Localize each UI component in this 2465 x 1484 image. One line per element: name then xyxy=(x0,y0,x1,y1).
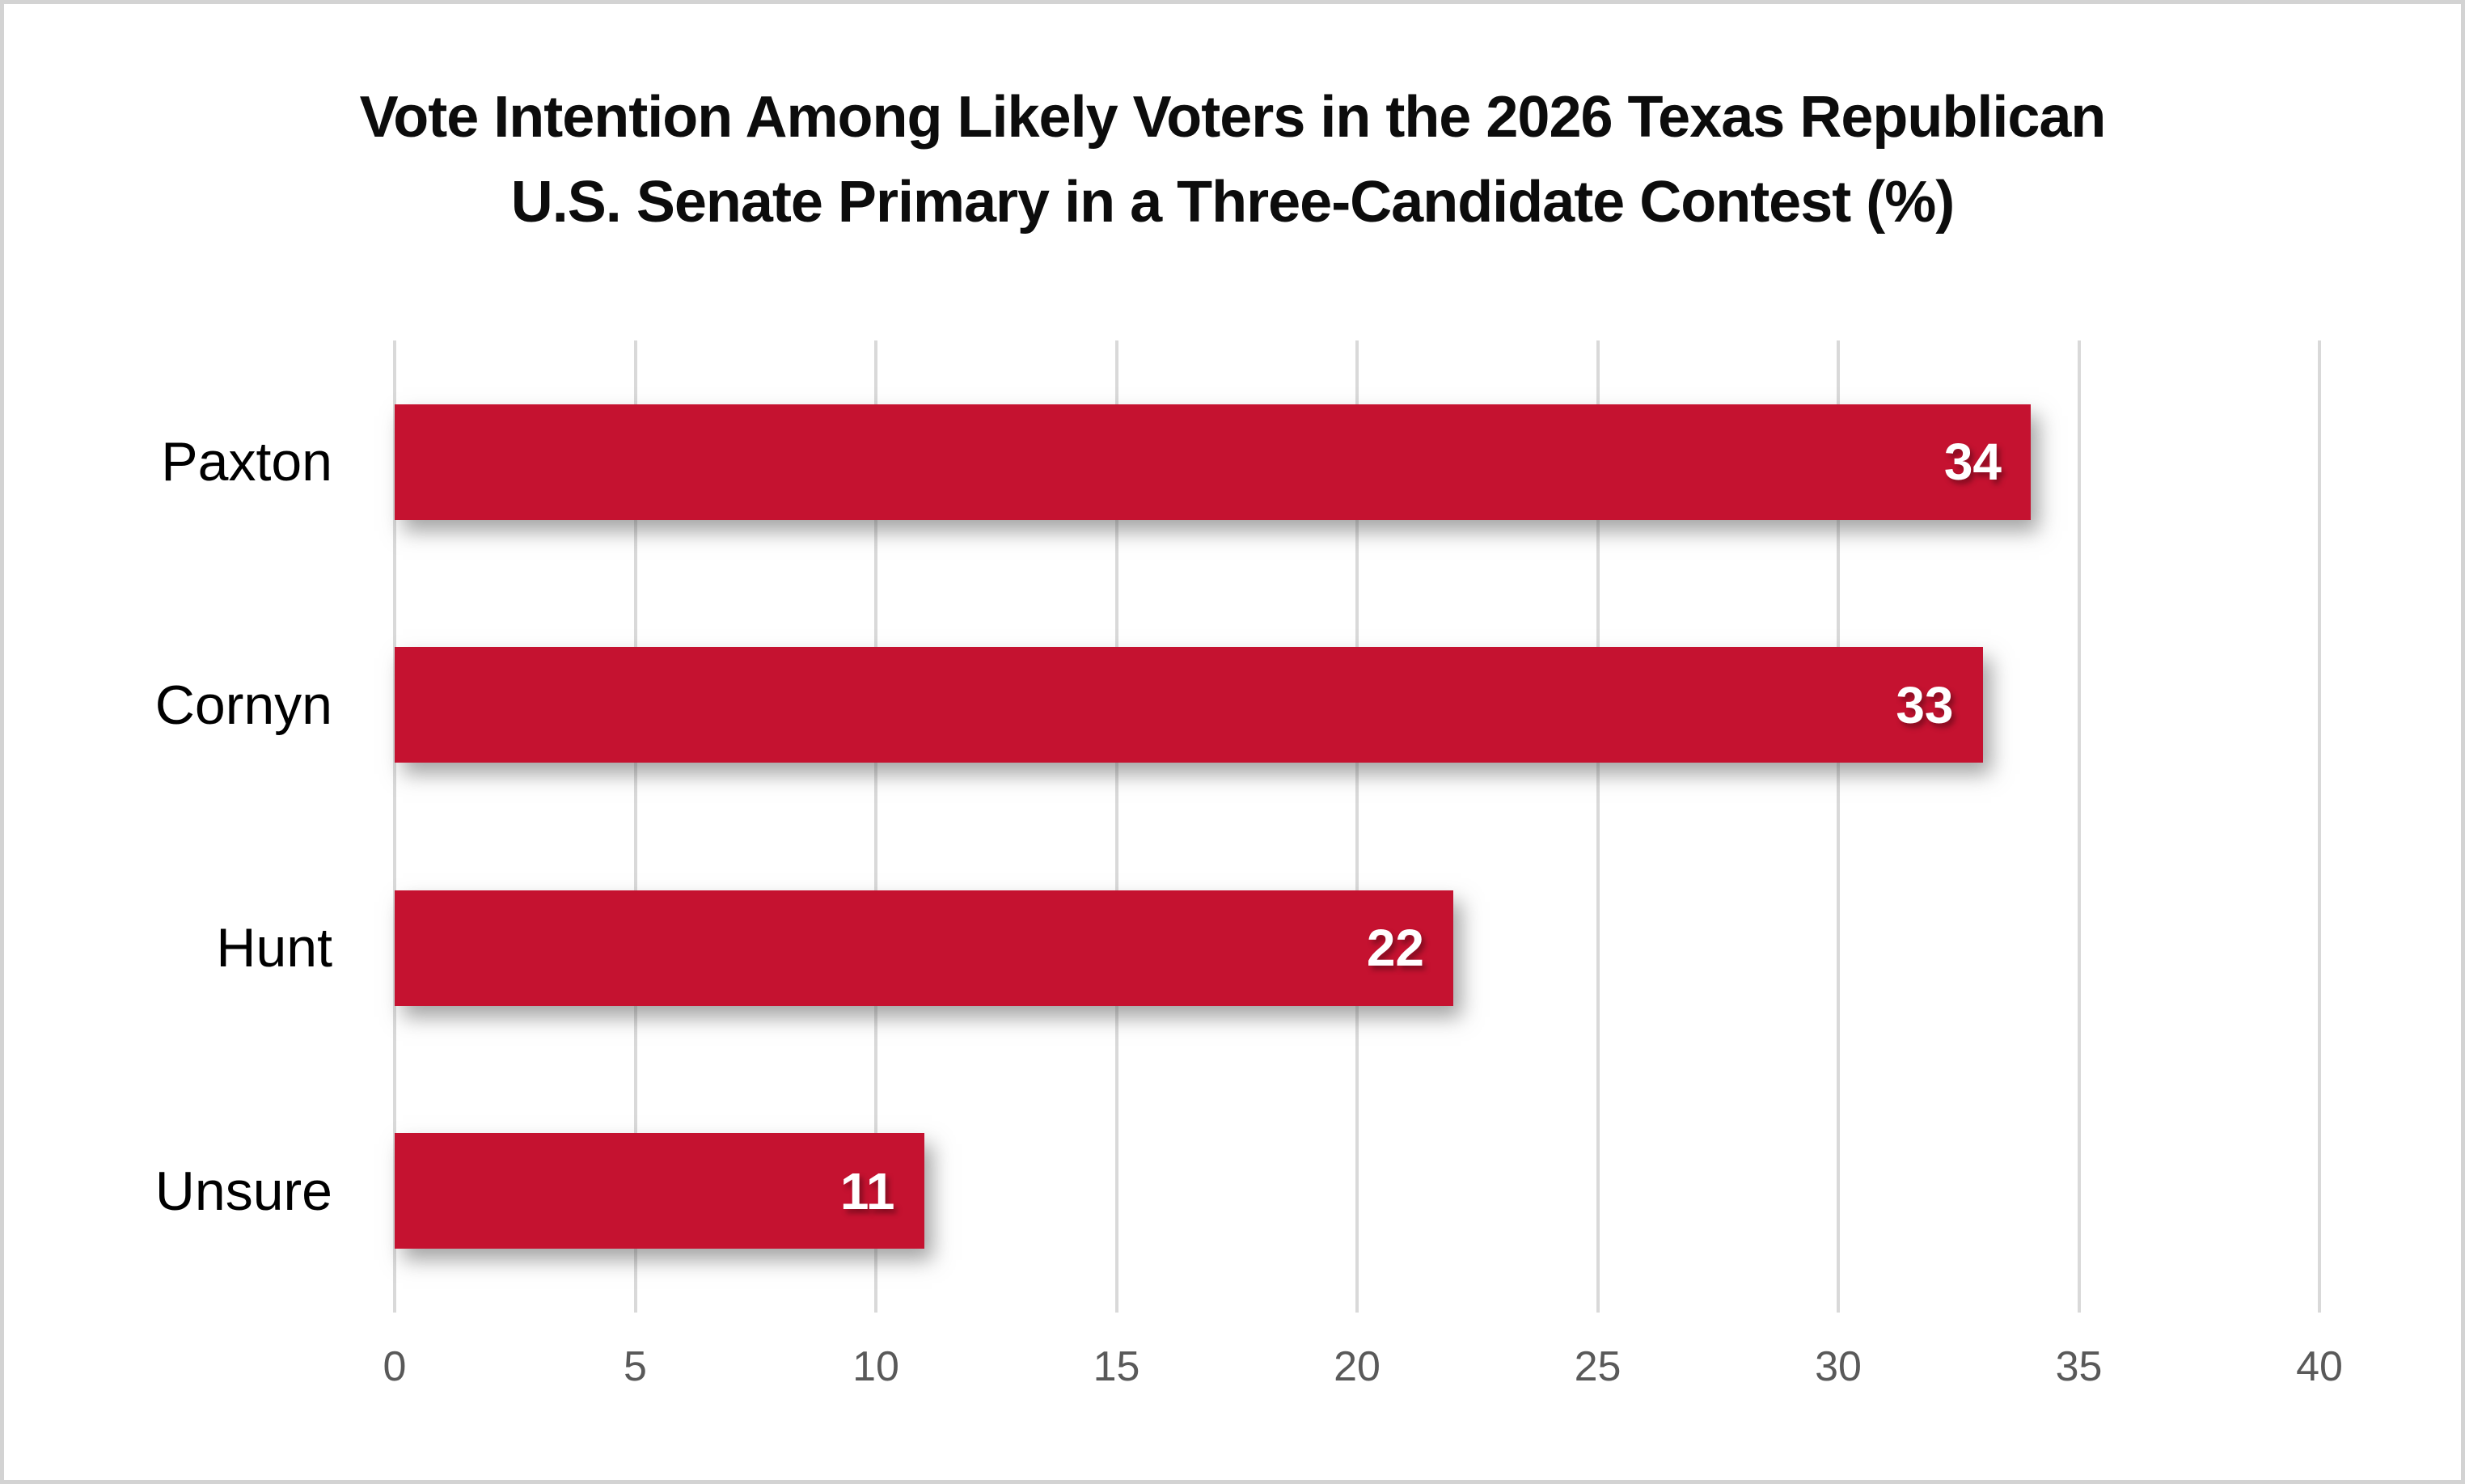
gridline-30 xyxy=(1837,340,1840,1313)
gridline-20 xyxy=(1355,340,1359,1313)
bar-rows: 34 33 22 11 xyxy=(395,340,2319,1313)
bar-value-label-unsure: 11 xyxy=(839,1161,895,1220)
bar-cornyn: 33 xyxy=(395,647,1983,763)
x-tick-label-25: 25 xyxy=(1574,1343,1621,1390)
x-tick-label-20: 20 xyxy=(1334,1343,1380,1390)
x-tick-label-0: 0 xyxy=(383,1343,407,1390)
gridline-10 xyxy=(874,340,877,1313)
bar-value-label-paxton: 34 xyxy=(1943,433,2002,492)
gridlines xyxy=(393,340,2321,1313)
category-row-unsure: Unsure xyxy=(51,1070,332,1313)
category-row-hunt: Hunt xyxy=(51,827,332,1070)
gridline-0 xyxy=(393,340,396,1313)
gridline-40 xyxy=(2318,340,2321,1313)
category-label-paxton: Paxton xyxy=(161,431,332,493)
x-tick-label-35: 35 xyxy=(2055,1343,2103,1390)
category-row-paxton: Paxton xyxy=(51,340,332,584)
gridline-35 xyxy=(2077,340,2081,1313)
bar-unsure: 11 xyxy=(395,1133,924,1249)
x-tick-label-15: 15 xyxy=(1093,1343,1140,1390)
bar-paxton: 34 xyxy=(395,404,2031,520)
x-tick-label-5: 5 xyxy=(624,1343,647,1390)
plot-area: 34 33 22 11 xyxy=(393,340,2321,1313)
category-label-unsure: Unsure xyxy=(154,1160,332,1222)
category-axis: Paxton Cornyn Hunt Unsure xyxy=(51,340,332,1313)
category-label-hunt: Hunt xyxy=(216,917,332,979)
bar-hunt: 22 xyxy=(395,890,1453,1006)
bar-row-cornyn: 33 xyxy=(395,584,2319,827)
bar-row-unsure: 11 xyxy=(395,1070,2319,1313)
x-tick-label-10: 10 xyxy=(852,1343,899,1390)
category-row-cornyn: Cornyn xyxy=(51,584,332,827)
bar-row-paxton: 34 xyxy=(395,340,2319,584)
bar-value-label-cornyn: 33 xyxy=(1896,675,1954,734)
x-tick-label-30: 30 xyxy=(1815,1343,1862,1390)
bar-row-hunt: 22 xyxy=(395,827,2319,1070)
category-label-cornyn: Cornyn xyxy=(154,674,332,736)
gridline-15 xyxy=(1114,340,1118,1313)
x-tick-label-40: 40 xyxy=(2296,1343,2343,1390)
gridline-25 xyxy=(1596,340,1600,1313)
gridline-5 xyxy=(633,340,637,1313)
chart-title: Vote Intention Among Likely Voters in th… xyxy=(359,85,2107,235)
x-axis: 0 5 10 15 20 25 30 35 40 xyxy=(383,1342,2343,1415)
bar-value-label-hunt: 22 xyxy=(1366,919,1424,978)
